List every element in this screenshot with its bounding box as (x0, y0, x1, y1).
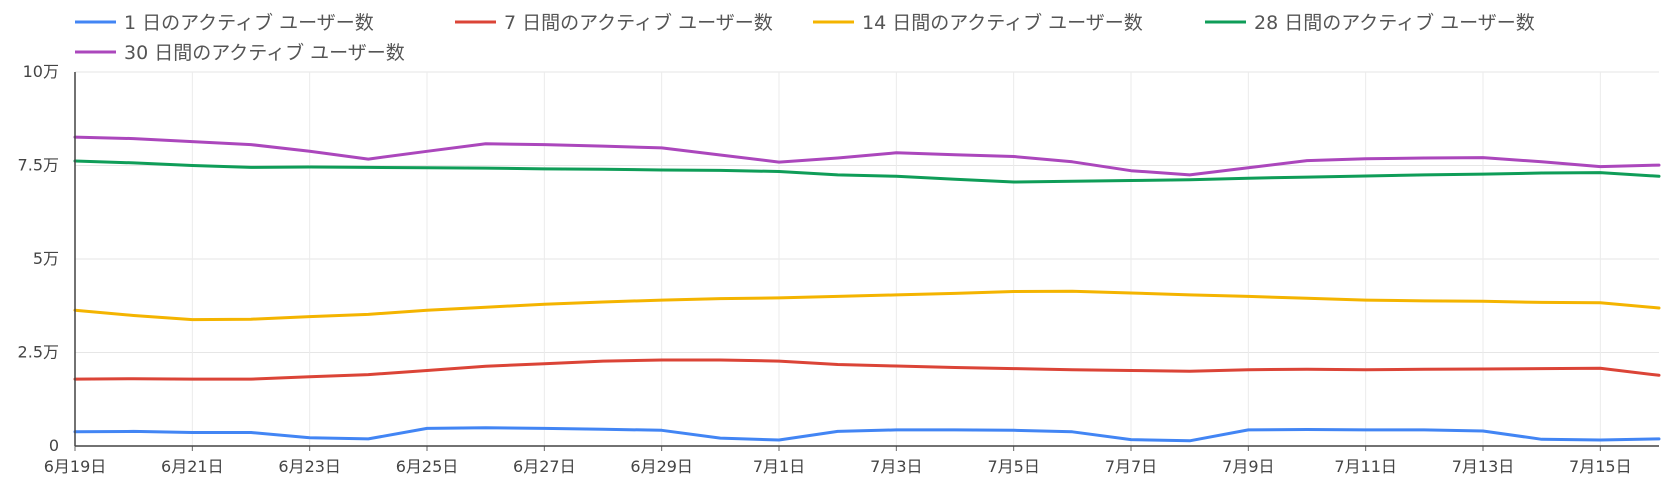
series-line (73, 289, 1661, 322)
series-line (73, 358, 1661, 381)
chart-gridlines (75, 71, 1659, 446)
series-line (73, 426, 1661, 443)
series-line (73, 135, 1661, 177)
y-axis-ticks: 0 2.5万 5万 7.5万 10万 (18, 62, 59, 455)
x-tick-label: 7月11日 (1334, 457, 1397, 476)
x-tick-label: 6月29日 (630, 457, 693, 476)
legend-label: 30 日間のアクティブ ユーザー数 (124, 41, 405, 64)
x-tick-label: 6月25日 (396, 457, 459, 476)
x-tick-label: 7月1日 (753, 457, 805, 476)
legend-item: 28 日間のアクティブ ユーザー数 (1205, 11, 1535, 34)
x-tick-label: 7月9日 (1222, 457, 1274, 476)
x-tick-label: 7月3日 (870, 457, 922, 476)
legend-item: 7 日間のアクティブ ユーザー数 (455, 11, 773, 34)
chart-legend: 1 日のアクティブ ユーザー数 7 日間のアクティブ ユーザー数 14 日間のアクテ… (75, 11, 1535, 64)
y-tick-label: 7.5万 (18, 156, 59, 175)
legend-item: 1 日のアクティブ ユーザー数 (75, 11, 374, 34)
legend-label: 28 日間のアクティブ ユーザー数 (1254, 11, 1535, 34)
x-tick-label: 7月7日 (1105, 457, 1157, 476)
x-tick-label: 6月27日 (513, 457, 576, 476)
legend-item: 14 日間のアクティブ ユーザー数 (813, 11, 1143, 34)
legend-label: 14 日間のアクティブ ユーザー数 (862, 11, 1143, 34)
x-tick-label: 7月5日 (987, 457, 1039, 476)
series-line (73, 159, 1661, 184)
y-tick-label: 2.5万 (18, 343, 59, 362)
legend-label: 1 日のアクティブ ユーザー数 (124, 11, 374, 34)
chart-series (73, 135, 1661, 443)
legend-item: 30 日間のアクティブ ユーザー数 (75, 41, 405, 64)
x-tick-label: 7月13日 (1452, 457, 1515, 476)
chart-axes (74, 72, 1659, 447)
legend-label: 7 日間のアクティブ ユーザー数 (504, 11, 773, 34)
y-tick-label: 5万 (33, 249, 59, 268)
x-tick-label: 7月15日 (1569, 457, 1632, 476)
x-tick-label: 6月23日 (278, 457, 341, 476)
x-tick-label: 6月19日 (44, 457, 107, 476)
y-tick-label: 10万 (23, 62, 59, 81)
x-axis-ticks: 6月19日 6月21日 6月23日 6月25日 6月27日 6月29日 7月1日 7月3日 7月… (44, 446, 1632, 476)
y-tick-label: 0 (49, 436, 59, 455)
x-tick-label: 6月21日 (161, 457, 224, 476)
